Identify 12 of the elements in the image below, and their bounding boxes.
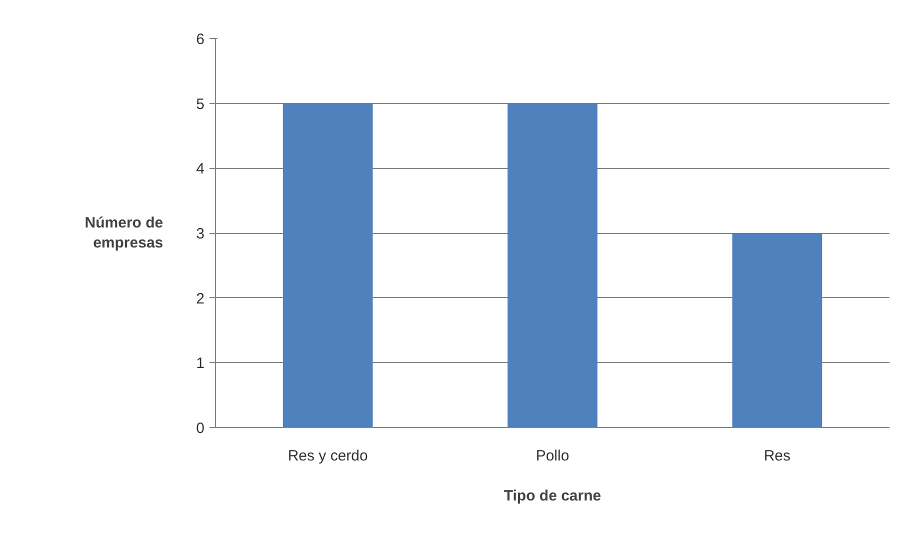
y-tick-label: 1 [196,355,204,372]
y-tick-label: 5 [196,96,204,113]
y-tick-label: 2 [196,290,204,308]
x-tick-label: Res [764,448,791,464]
y-axis-title: Número de empresas [84,214,164,252]
x-axis-title: Tipo de carne [504,488,602,504]
x-tick-label: Res y cerdo [288,448,368,464]
y-tick-label: 3 [196,226,204,242]
y-tick-label: 0 [196,420,204,437]
y-tick-label: 6 [196,31,204,48]
x-tick-label: Pollo [536,448,570,464]
y-tick-label: 4 [196,160,204,178]
